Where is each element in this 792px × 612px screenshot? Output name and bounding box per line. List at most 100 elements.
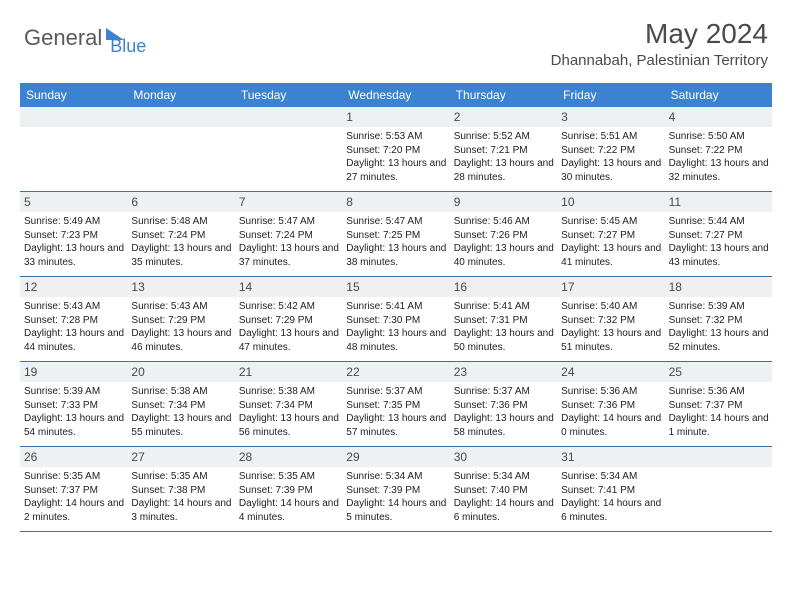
day-info: Sunrise: 5:43 AMSunset: 7:28 PMDaylight:… (23, 300, 124, 354)
day-cell (235, 107, 342, 191)
daylight-line: Daylight: 14 hours and 3 minutes. (131, 497, 231, 524)
sunset-line: Sunset: 7:22 PM (669, 144, 769, 158)
sunset-line: Sunset: 7:36 PM (561, 399, 661, 413)
sunrise-line: Sunrise: 5:41 AM (346, 300, 446, 314)
daylight-line: Daylight: 14 hours and 1 minute. (669, 412, 769, 439)
day-number: 1 (342, 107, 449, 127)
week-row: 26Sunrise: 5:35 AMSunset: 7:37 PMDayligh… (20, 447, 772, 532)
weekday-header-row: Sunday Monday Tuesday Wednesday Thursday… (20, 83, 772, 107)
day-number: 20 (127, 362, 234, 382)
sunrise-line: Sunrise: 5:48 AM (131, 215, 231, 229)
sunrise-line: Sunrise: 5:52 AM (454, 130, 554, 144)
month-title: May 2024 (551, 18, 768, 50)
sunset-line: Sunset: 7:24 PM (131, 229, 231, 243)
day-cell: 11Sunrise: 5:44 AMSunset: 7:27 PMDayligh… (665, 192, 772, 276)
day-info: Sunrise: 5:38 AMSunset: 7:34 PMDaylight:… (238, 385, 339, 439)
day-number (20, 107, 127, 127)
day-info: Sunrise: 5:46 AMSunset: 7:26 PMDaylight:… (453, 215, 554, 269)
sunrise-line: Sunrise: 5:47 AM (346, 215, 446, 229)
sunrise-line: Sunrise: 5:37 AM (346, 385, 446, 399)
weekday-header: Thursday (450, 83, 557, 107)
day-number: 29 (342, 447, 449, 467)
sunset-line: Sunset: 7:41 PM (561, 484, 661, 498)
sunrise-line: Sunrise: 5:45 AM (561, 215, 661, 229)
day-info: Sunrise: 5:37 AMSunset: 7:36 PMDaylight:… (453, 385, 554, 439)
sunrise-line: Sunrise: 5:53 AM (346, 130, 446, 144)
day-number: 8 (342, 192, 449, 212)
sunrise-line: Sunrise: 5:35 AM (239, 470, 339, 484)
sunset-line: Sunset: 7:30 PM (346, 314, 446, 328)
day-cell: 4 Sunrise: 5:50 AMSunset: 7:22 PMDaylight… (665, 107, 772, 191)
day-cell (127, 107, 234, 191)
day-cell: 20Sunrise: 5:38 AMSunset: 7:34 PMDayligh… (127, 362, 234, 446)
day-number: 10 (557, 192, 664, 212)
day-info: Sunrise: 5:40 AMSunset: 7:32 PMDaylight:… (560, 300, 661, 354)
day-info: Sunrise: 5:42 AMSunset: 7:29 PMDaylight:… (238, 300, 339, 354)
sunrise-line: Sunrise: 5:35 AM (24, 470, 124, 484)
day-number (235, 107, 342, 127)
day-cell: 10Sunrise: 5:45 AMSunset: 7:27 PMDayligh… (557, 192, 664, 276)
daylight-line: Daylight: 13 hours and 28 minutes. (454, 157, 554, 184)
sunset-line: Sunset: 7:28 PM (24, 314, 124, 328)
daylight-line: Daylight: 14 hours and 5 minutes. (346, 497, 446, 524)
sunset-line: Sunset: 7:27 PM (561, 229, 661, 243)
day-cell: 8 Sunrise: 5:47 AMSunset: 7:25 PMDaylight… (342, 192, 449, 276)
day-info: Sunrise: 5:41 AMSunset: 7:31 PMDaylight:… (453, 300, 554, 354)
day-info: Sunrise: 5:35 AMSunset: 7:39 PMDaylight:… (238, 470, 339, 524)
sunrise-line: Sunrise: 5:50 AM (669, 130, 769, 144)
day-number: 2 (450, 107, 557, 127)
day-number: 11 (665, 192, 772, 212)
day-number: 14 (235, 277, 342, 297)
day-info: Sunrise: 5:34 AMSunset: 7:40 PMDaylight:… (453, 470, 554, 524)
day-info: Sunrise: 5:34 AMSunset: 7:41 PMDaylight:… (560, 470, 661, 524)
day-info: Sunrise: 5:41 AMSunset: 7:30 PMDaylight:… (345, 300, 446, 354)
day-number: 15 (342, 277, 449, 297)
daylight-line: Daylight: 13 hours and 48 minutes. (346, 327, 446, 354)
day-number: 19 (20, 362, 127, 382)
day-info: Sunrise: 5:39 AMSunset: 7:32 PMDaylight:… (668, 300, 769, 354)
sunset-line: Sunset: 7:24 PM (239, 229, 339, 243)
day-cell: 31Sunrise: 5:34 AMSunset: 7:41 PMDayligh… (557, 447, 664, 531)
sunset-line: Sunset: 7:33 PM (24, 399, 124, 413)
day-cell: 14 Sunrise: 5:42 AMSunset: 7:29 PMDayligh… (235, 277, 342, 361)
day-cell: 22Sunrise: 5:37 AMSunset: 7:35 PMDayligh… (342, 362, 449, 446)
sunset-line: Sunset: 7:22 PM (561, 144, 661, 158)
day-cell: 23Sunrise: 5:37 AMSunset: 7:36 PMDayligh… (450, 362, 557, 446)
week-row: 5 Sunrise: 5:49 AMSunset: 7:23 PMDaylight… (20, 192, 772, 277)
day-number: 4 (665, 107, 772, 127)
daylight-line: Daylight: 13 hours and 27 minutes. (346, 157, 446, 184)
weekday-header: Sunday (20, 83, 127, 107)
daylight-line: Daylight: 13 hours and 33 minutes. (24, 242, 124, 269)
daylight-line: Daylight: 13 hours and 32 minutes. (669, 157, 769, 184)
day-info: Sunrise: 5:47 AMSunset: 7:25 PMDaylight:… (345, 215, 446, 269)
day-cell: 5 Sunrise: 5:49 AMSunset: 7:23 PMDaylight… (20, 192, 127, 276)
day-cell: 3Sunrise: 5:51 AMSunset: 7:22 PMDaylight… (557, 107, 664, 191)
sunset-line: Sunset: 7:31 PM (454, 314, 554, 328)
daylight-line: Daylight: 13 hours and 40 minutes. (454, 242, 554, 269)
day-info: Sunrise: 5:47 AMSunset: 7:24 PMDaylight:… (238, 215, 339, 269)
sunset-line: Sunset: 7:40 PM (454, 484, 554, 498)
day-cell: 30Sunrise: 5:34 AMSunset: 7:40 PMDayligh… (450, 447, 557, 531)
day-info: Sunrise: 5:53 AMSunset: 7:20 PMDaylight:… (345, 130, 446, 184)
day-cell: 6Sunrise: 5:48 AMSunset: 7:24 PMDaylight… (127, 192, 234, 276)
day-cell: 2Sunrise: 5:52 AMSunset: 7:21 PMDaylight… (450, 107, 557, 191)
daylight-line: Daylight: 14 hours and 0 minutes. (561, 412, 661, 439)
calendar: Sunday Monday Tuesday Wednesday Thursday… (20, 83, 772, 532)
sunset-line: Sunset: 7:20 PM (346, 144, 446, 158)
day-cell: 15 Sunrise: 5:41 AMSunset: 7:30 PMDayligh… (342, 277, 449, 361)
sunset-line: Sunset: 7:35 PM (346, 399, 446, 413)
day-number: 27 (127, 447, 234, 467)
sunrise-line: Sunrise: 5:35 AM (131, 470, 231, 484)
day-info: Sunrise: 5:51 AMSunset: 7:22 PMDaylight:… (560, 130, 661, 184)
sunset-line: Sunset: 7:39 PM (239, 484, 339, 498)
daylight-line: Daylight: 14 hours and 6 minutes. (561, 497, 661, 524)
sunrise-line: Sunrise: 5:40 AM (561, 300, 661, 314)
sunset-line: Sunset: 7:25 PM (346, 229, 446, 243)
day-number: 5 (20, 192, 127, 212)
day-number: 21 (235, 362, 342, 382)
sunset-line: Sunset: 7:27 PM (669, 229, 769, 243)
daylight-line: Daylight: 13 hours and 56 minutes. (239, 412, 339, 439)
sunset-line: Sunset: 7:37 PM (24, 484, 124, 498)
day-info: Sunrise: 5:49 AMSunset: 7:23 PMDaylight:… (23, 215, 124, 269)
daylight-line: Daylight: 13 hours and 44 minutes. (24, 327, 124, 354)
